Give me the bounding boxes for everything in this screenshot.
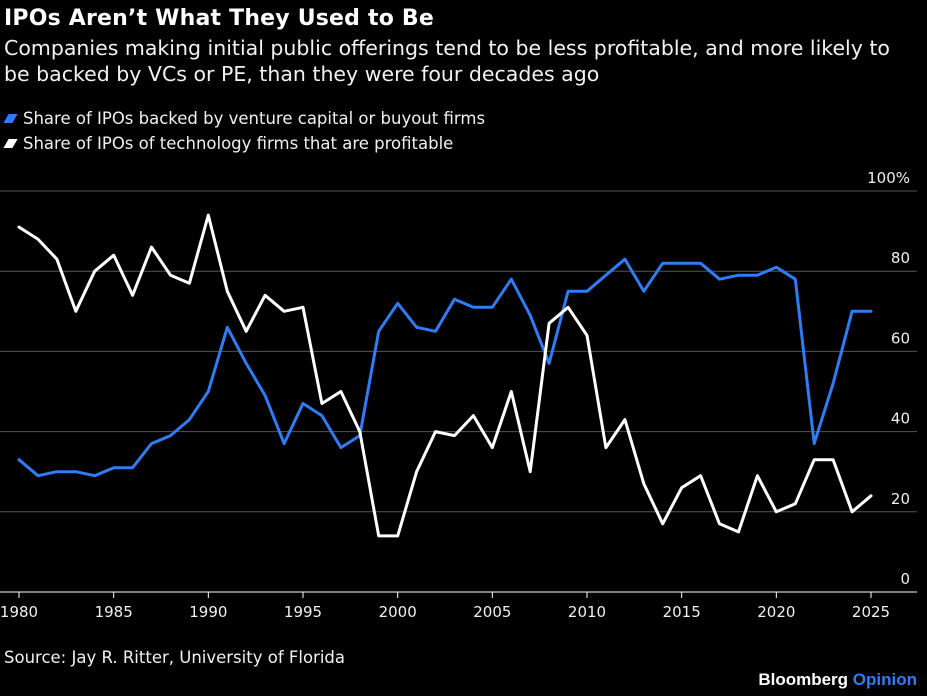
legend-label-profit: Share of IPOs of technology firms that a… bbox=[23, 134, 454, 153]
y-tick-label-40: 40 bbox=[891, 410, 910, 428]
source-note: Source: Jay R. Ritter, University of Flo… bbox=[4, 648, 345, 667]
legend: Share of IPOs backed by venture capital … bbox=[3, 106, 486, 156]
y-tick-label-60: 60 bbox=[891, 329, 910, 347]
legend-label-vc: Share of IPOs backed by venture capital … bbox=[23, 109, 486, 128]
chart-subtitle: Companies making initial public offering… bbox=[4, 36, 890, 86]
y-tick-label-80: 80 bbox=[891, 249, 910, 267]
y-tick-label-20: 20 bbox=[891, 490, 910, 508]
chart-title: IPOs Aren’t What They Used to Be bbox=[4, 6, 434, 31]
x-tick-label-1985: 1985 bbox=[95, 603, 133, 621]
legend-item-profit: Share of IPOs of technology firms that a… bbox=[3, 131, 485, 156]
series-line-vc-backed bbox=[17, 257, 873, 478]
y-tick-label-100: 100% bbox=[867, 169, 910, 187]
x-tick-label-2000: 2000 bbox=[379, 603, 417, 621]
x-tick-label-1995: 1995 bbox=[284, 603, 322, 621]
x-tick-label-1990: 1990 bbox=[189, 603, 227, 621]
legend-item-vc: Share of IPOs backed by venture capital … bbox=[3, 106, 486, 131]
x-tick-label-2020: 2020 bbox=[757, 603, 795, 621]
x-tick-label-2025: 2025 bbox=[852, 603, 890, 621]
line-chart: 0 20 40 60 80 100% 1980 1985 1990 1995 2000 2005 201… bbox=[0, 169, 917, 621]
x-tick-label-2015: 2015 bbox=[663, 603, 701, 621]
x-tick-label-2005: 2005 bbox=[473, 603, 511, 621]
x-tick-label-1980: 1980 bbox=[0, 603, 38, 621]
brand-name: Bloomberg bbox=[758, 670, 849, 689]
brand-logo: Bloomberg Opinion bbox=[758, 670, 917, 690]
x-tick-label-2010: 2010 bbox=[568, 603, 606, 621]
brand-accent: Opinion bbox=[852, 670, 917, 689]
series-line-profitable-tech bbox=[17, 213, 873, 538]
y-tick-label-0: 0 bbox=[900, 570, 910, 588]
